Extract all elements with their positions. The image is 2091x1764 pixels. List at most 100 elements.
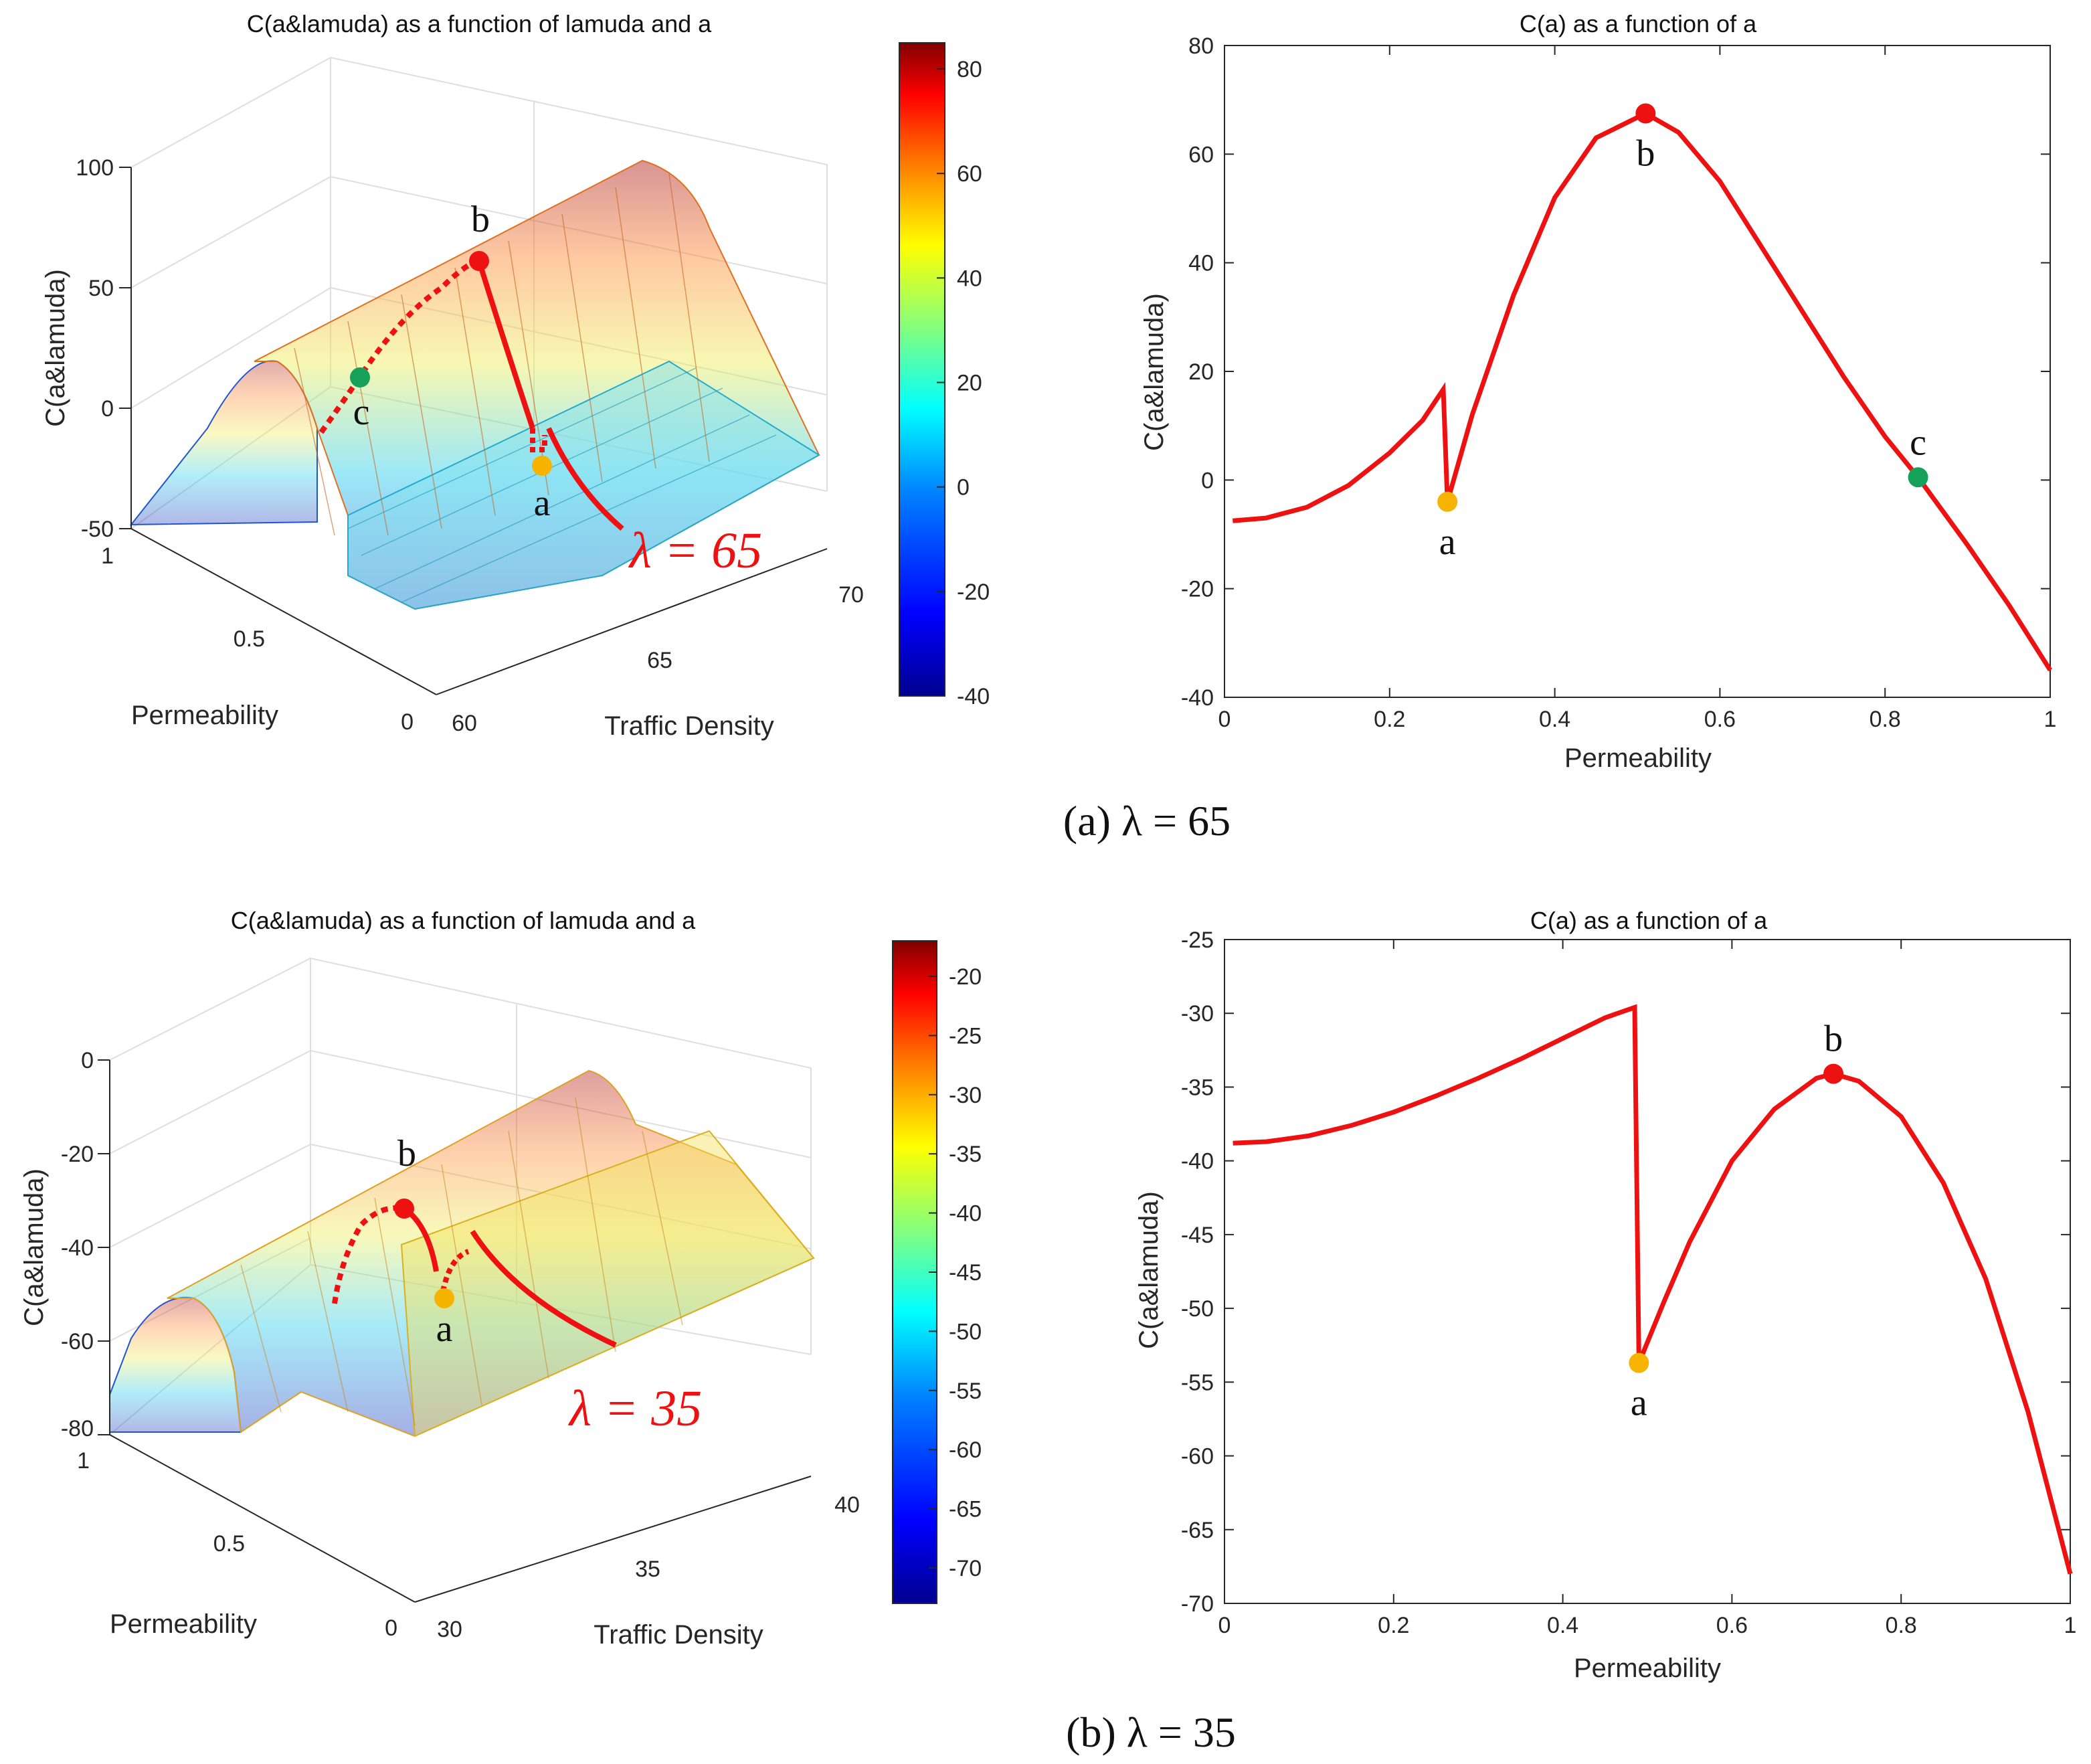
z-tick-a: 100 — [76, 155, 114, 181]
caption-a: (a) λ = 65 — [1063, 797, 1231, 845]
curve-line-b — [1233, 1004, 2073, 1575]
colorbar-a — [899, 42, 945, 697]
caption-b: (b) λ = 35 — [1066, 1708, 1236, 1756]
point-c — [1908, 467, 1928, 488]
colorbar-tick-label: -65 — [949, 1497, 982, 1522]
colorbar-tick-label: -30 — [949, 1083, 982, 1108]
surface-panel-b: C(a&lamuda) as a function of lamuda and … — [19, 907, 982, 1650]
point-label-b: b — [1824, 1019, 1843, 1060]
y-tick-label: -40 — [1181, 1149, 1214, 1174]
point-label-b-a: b — [471, 199, 490, 240]
colorbar-tick-label: -45 — [949, 1260, 982, 1286]
y-tick-label: -50 — [1181, 1296, 1214, 1322]
x-tick-label: 0 — [1218, 1613, 1231, 1638]
x-tick-label: 0.2 — [1378, 1613, 1409, 1638]
y-tick-b: 1 — [77, 1448, 90, 1474]
y-tick-label: -45 — [1181, 1223, 1214, 1248]
surface-panel-a: C(a&lamuda) as a function of lamuda and … — [41, 10, 990, 741]
y-tick-label: -70 — [1181, 1591, 1214, 1617]
point-a — [1437, 491, 1458, 512]
colorbar-tick-label: 20 — [957, 371, 982, 396]
curve-points-a: a b c — [1437, 103, 1928, 563]
x-tick-b: 35 — [635, 1557, 660, 1582]
y-tick-label: -35 — [1181, 1075, 1214, 1100]
z-tick-a: 0 — [101, 396, 114, 422]
colorbar-tick-label: -50 — [949, 1319, 982, 1344]
y-tick-label: 0 — [1201, 468, 1214, 493]
axes-b-left — [98, 1059, 812, 1603]
lambda-annotation-b: λ = 35 — [568, 1381, 702, 1437]
x-tick-label: 0 — [1218, 707, 1231, 732]
x-tick-a: 60 — [452, 711, 477, 736]
line-panel-b: C(a) as a function of a 0 0.2 0.4 0.6 0.8 1 -7… — [1134, 907, 2076, 1683]
z-axis-label-a: C(a&lamuda) — [41, 269, 70, 427]
y-tick-label: -55 — [1181, 1370, 1214, 1395]
y-tick-label: 20 — [1188, 359, 1214, 385]
colorbar-tick-label: 80 — [957, 57, 982, 82]
curve-dotted-a — [319, 258, 478, 434]
x-axis-label-b: Traffic Density — [594, 1620, 763, 1650]
colorbar-tick-label: -35 — [949, 1142, 982, 1167]
x-tick-label: 0.8 — [1870, 707, 1901, 732]
y-axis-label-b: Permeability — [110, 1609, 257, 1639]
colorbar-tick-label: -60 — [949, 1437, 982, 1463]
curve-solid-b2 — [470, 1229, 617, 1348]
x-tick-b: 40 — [834, 1492, 860, 1518]
y-tick-label: -60 — [1181, 1444, 1214, 1470]
point-a — [1629, 1352, 1649, 1373]
y-tick-label: 80 — [1188, 33, 1214, 59]
point-b — [1823, 1063, 1844, 1084]
curve-dotted-b2 — [440, 1249, 470, 1292]
colorbar-tick-label: 0 — [957, 475, 970, 501]
colorbar-tick-label: 40 — [957, 266, 982, 291]
x-tick-a: 70 — [838, 582, 864, 608]
x-tick-label: 0.6 — [1716, 1613, 1748, 1638]
surface-left-ridge-a — [129, 360, 318, 526]
point-b-b — [394, 1199, 414, 1219]
x-tick-label: 0.8 — [1886, 1613, 1917, 1638]
colorbar-tick-label: -40 — [957, 684, 990, 709]
curve-dotted-a2 — [530, 428, 547, 452]
x-tick-label: 0.6 — [1704, 707, 1736, 732]
y-tick-label: -30 — [1181, 1001, 1214, 1027]
x-tick-label: 1 — [2044, 707, 2057, 732]
y-tick-label: 40 — [1188, 251, 1214, 276]
y-tick-label: -65 — [1181, 1518, 1214, 1543]
z-tick-a: 50 — [88, 276, 114, 301]
x-axis-label-b-right: Permeability — [1574, 1654, 1721, 1683]
line-panel-a: C(a) as a function of a 0 0.2 0.4 0.6 0.8 1 -4… — [1140, 10, 2056, 773]
axes-a-left — [119, 167, 828, 695]
lambda-annotation-a: λ = 65 — [628, 523, 762, 579]
plot-ticks-b: 0 0.2 0.4 0.6 0.8 1 -70 -65 -60 -55 -50 -45 -40 -35 -3… — [1181, 928, 2077, 1638]
z-tick-b: -20 — [61, 1142, 94, 1167]
y-tick-label: -20 — [1181, 577, 1214, 602]
x-tick-label: 0.4 — [1547, 1613, 1578, 1638]
curve-line-a — [1233, 110, 2052, 672]
x-tick-b: 30 — [437, 1617, 462, 1642]
colorbar-ticks-b: -70 -65 -60 -55 -50 -45 -40 -35 -30 -25 -20 — [929, 964, 982, 1581]
surface-title-b: C(a&lamuda) as a function of lamuda and … — [231, 907, 696, 934]
surface-title-a: C(a&lamuda) as a function of lamuda and … — [247, 10, 712, 37]
point-a-a — [532, 456, 552, 476]
curve-solid-a — [476, 260, 535, 430]
y-tick-label: -40 — [1181, 685, 1214, 711]
colorbar-ticks-a: -40 -20 0 20 40 60 80 — [937, 57, 990, 709]
z-tick-b: -60 — [61, 1329, 94, 1354]
x-tick-label: 0.4 — [1539, 707, 1570, 732]
point-label-a-b: a — [436, 1308, 453, 1350]
curve-title-b: C(a) as a function of a — [1530, 907, 1768, 934]
point-a-b — [434, 1288, 454, 1308]
y-tick-a: 0.5 — [234, 626, 265, 652]
colorbar-tick-label: 60 — [957, 161, 982, 187]
y-axis-label-a: Permeability — [131, 701, 278, 730]
z-tick-b: -80 — [61, 1416, 94, 1441]
colorbar-tick-label: -55 — [949, 1379, 982, 1404]
curve-points-b: ab — [1629, 1019, 1844, 1424]
colorbar-tick-label: -70 — [949, 1556, 982, 1581]
point-b-a — [469, 251, 489, 271]
surface-mesh-b — [109, 1069, 815, 1437]
point-label-a: a — [1631, 1383, 1647, 1424]
colorbar-tick-label: -20 — [949, 964, 982, 990]
x-axis-label-a: Traffic Density — [604, 711, 774, 741]
